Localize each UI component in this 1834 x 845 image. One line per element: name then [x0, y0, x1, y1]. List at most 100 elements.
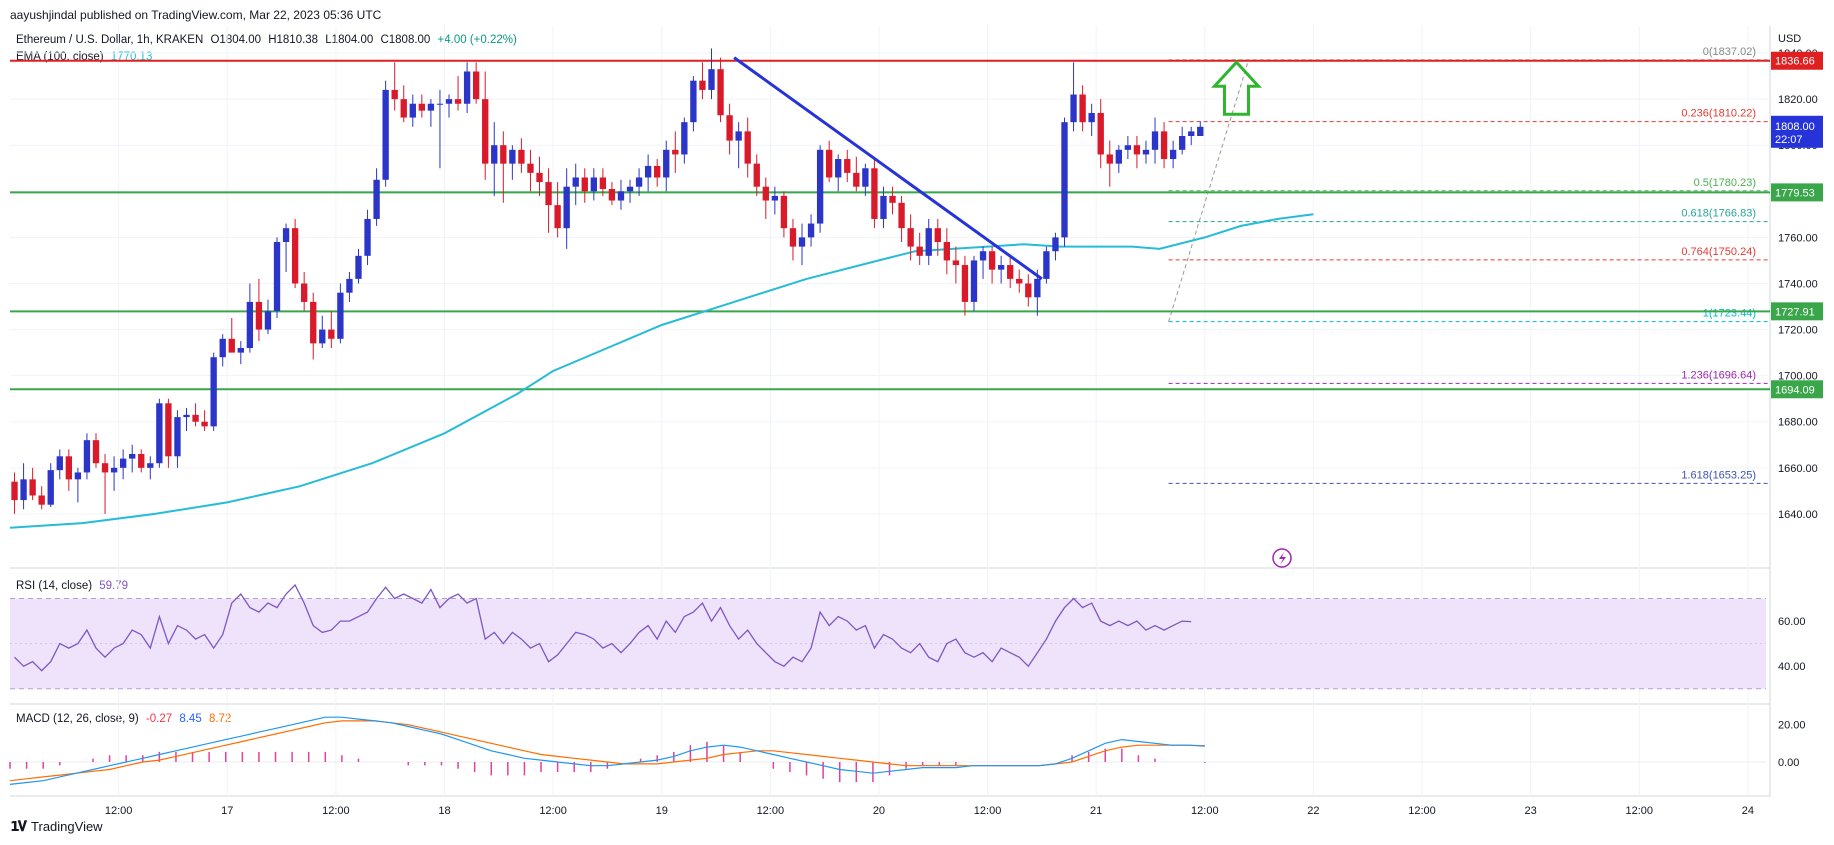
candle-body [291, 228, 299, 284]
candle [644, 154, 652, 192]
candle-body [364, 218, 371, 256]
candle-body [1124, 145, 1132, 150]
candle [1070, 62, 1077, 132]
candle-body [1169, 149, 1177, 160]
fib-level-label: 1.618(1653.25) [1681, 469, 1756, 481]
candle-body [427, 103, 435, 111]
ema-line [9, 213, 1314, 529]
candle [147, 456, 154, 480]
candle [853, 156, 860, 192]
macd-label[interactable]: MACD (12, 26, close, 9) [16, 713, 139, 725]
candle [310, 292, 317, 360]
price-tick-label: 1760.00 [1778, 232, 1818, 244]
candle-body [65, 456, 73, 480]
candle-body [844, 159, 851, 173]
time-tick-label: 22 [1307, 805, 1319, 817]
candle-body [1106, 154, 1113, 164]
candle [599, 168, 607, 196]
candle [382, 80, 389, 187]
candle-body [536, 172, 543, 183]
candle-body [635, 177, 643, 187]
candle [961, 255, 969, 316]
candle [789, 218, 797, 261]
candle-body [255, 301, 263, 330]
candle [20, 463, 27, 510]
candle-body [672, 149, 679, 155]
candle-body [581, 177, 588, 192]
time-tick-label: 12:00 [974, 805, 1002, 817]
candle [545, 168, 552, 233]
candle [391, 62, 398, 111]
candle [925, 218, 932, 266]
candle-body [165, 403, 172, 457]
fib-level-label: 0.618(1766.83) [1681, 208, 1756, 220]
rsi-line [14, 583, 1192, 672]
close-value: C1808.00 [380, 34, 431, 46]
candle-body [527, 163, 534, 173]
candle-body [282, 228, 290, 242]
candle-body [889, 195, 896, 203]
symbol-label[interactable]: Ethereum / U.S. Dollar, 1h, KRAKEN [16, 34, 204, 46]
candle [1197, 121, 1204, 136]
candle [835, 154, 842, 192]
candle [282, 223, 290, 272]
time-tick-label: 12:00 [105, 805, 133, 817]
fib-level-label: 1(1723.44) [1703, 308, 1756, 320]
candle [717, 57, 724, 123]
candle-body [418, 103, 426, 111]
candle [110, 456, 118, 491]
time-tick-label: 21 [1090, 805, 1102, 817]
time-tick-label: 20 [873, 805, 885, 817]
candle-body [346, 278, 353, 293]
rsi-legend: RSI (14, close) 59.79 [16, 580, 132, 592]
candle-body [83, 440, 91, 473]
candle-body [319, 329, 326, 344]
candle [626, 179, 634, 203]
fib-anchor-line [1168, 59, 1250, 322]
candle [608, 182, 616, 206]
candle [210, 352, 217, 431]
current-price-label: 1808.00 [1775, 121, 1815, 133]
rsi-label[interactable]: RSI (14, close) [16, 580, 93, 592]
candle-body [310, 301, 317, 344]
candle [518, 138, 525, 173]
candle-body [409, 103, 416, 118]
tradingview-logo[interactable]: 𝟭𝐕 TradingView [10, 818, 103, 835]
fib-level-label: 0.764(1750.24) [1681, 246, 1756, 258]
rsi-value: 59.79 [99, 580, 129, 592]
candle [1097, 99, 1104, 169]
level-price-tag [1771, 302, 1823, 321]
candle [454, 76, 462, 111]
candle-body [1142, 149, 1150, 155]
candle [554, 182, 561, 238]
time-tick-label: 12:00 [539, 805, 567, 817]
candle [409, 94, 416, 127]
candle [319, 315, 326, 348]
candle [1079, 85, 1086, 132]
candle [219, 334, 226, 367]
time-tick-label: 19 [656, 805, 668, 817]
candle [1142, 140, 1150, 164]
candle [138, 449, 145, 473]
open-value: O1804.00 [210, 34, 261, 46]
candle-body [1079, 94, 1086, 123]
time-tick-label: 17 [221, 805, 233, 817]
tradingview-brand: TradingView [31, 819, 103, 834]
candle-body [110, 467, 118, 473]
candle-body [988, 251, 996, 270]
candle [1160, 122, 1168, 169]
candle [1043, 246, 1050, 284]
candle-body [835, 159, 842, 178]
candle-body [1061, 122, 1068, 238]
candle [744, 117, 751, 178]
candle [1188, 126, 1195, 146]
candle [952, 246, 960, 284]
candle [364, 209, 371, 266]
candle-body [445, 99, 453, 104]
time-tick-label: 12:00 [1408, 805, 1436, 817]
candle [418, 94, 426, 118]
candle [844, 149, 851, 183]
macd-signal-line [9, 720, 1205, 782]
candle-body [29, 479, 36, 496]
